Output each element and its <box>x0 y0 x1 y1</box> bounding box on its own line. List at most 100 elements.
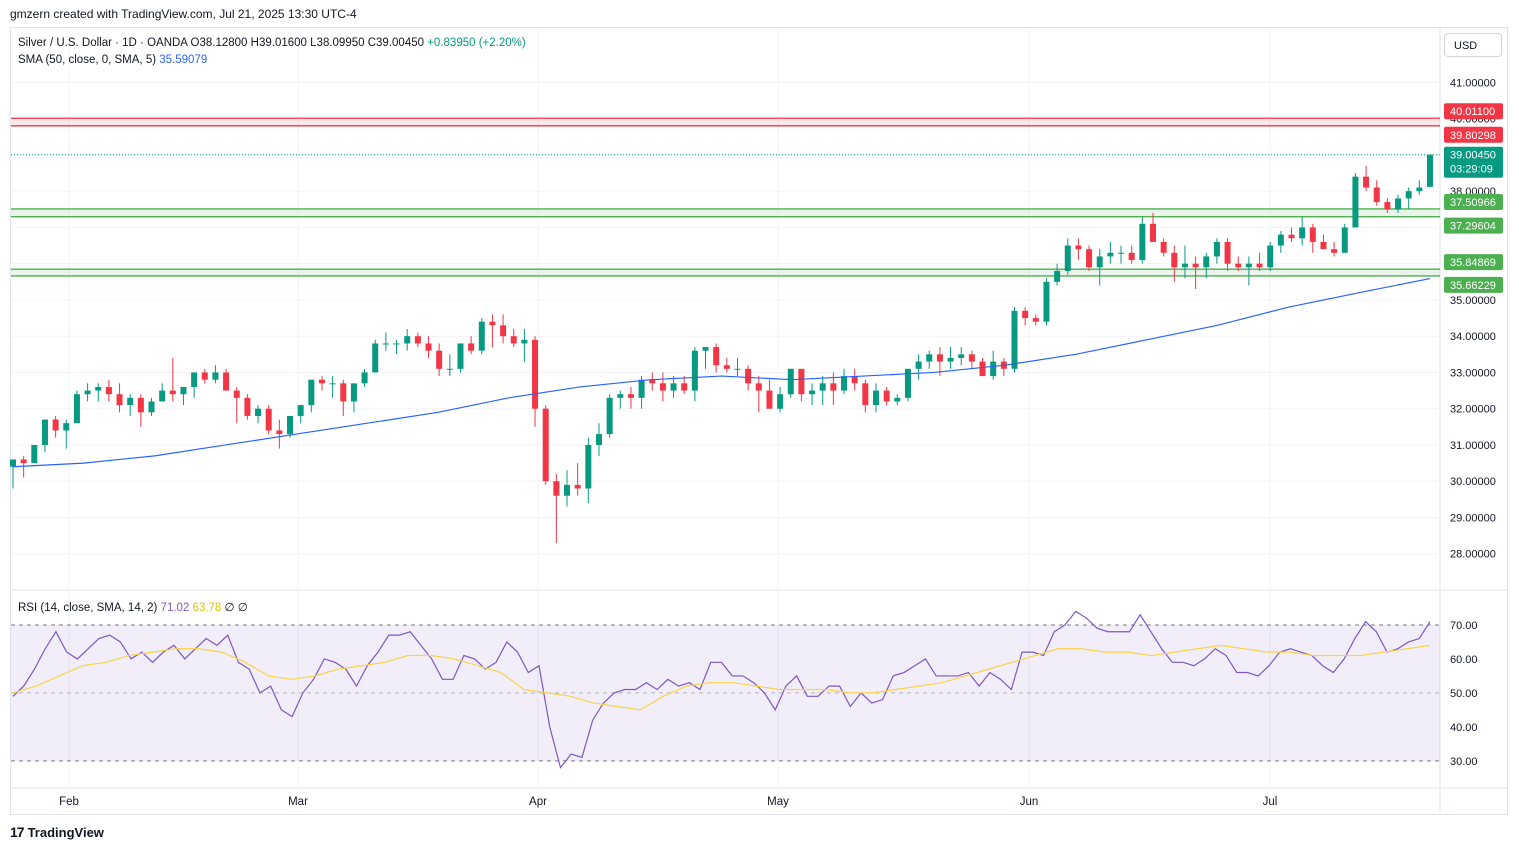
candle-body <box>1213 241 1220 257</box>
price-tick-label: 33.00000 <box>1450 367 1496 379</box>
sma-layer <box>12 277 1431 468</box>
candle-body <box>1096 256 1103 268</box>
zone-price-label: 37.50966 <box>1450 197 1496 209</box>
candle <box>1352 173 1359 228</box>
candle <box>233 386 240 424</box>
candle-body <box>1267 245 1274 268</box>
month-label: Jul <box>1263 796 1278 808</box>
candle <box>180 386 187 406</box>
rsi-indicator-label[interactable]: RSI (14, close, SMA, 14, 2) <box>18 602 158 614</box>
candle-body <box>500 325 507 337</box>
candle <box>201 368 208 384</box>
candle <box>1022 307 1029 326</box>
candle-body <box>1320 241 1327 250</box>
currency-button[interactable]: USD <box>1444 33 1502 57</box>
price-zone <box>11 269 1440 276</box>
candle-body <box>31 444 38 464</box>
candle-body <box>1224 241 1231 264</box>
candle-body <box>638 379 645 398</box>
candle <box>1384 198 1391 213</box>
candle-body <box>457 343 464 369</box>
candle <box>255 405 262 424</box>
candle-body <box>627 394 634 398</box>
price-tick-label: 31.00000 <box>1450 440 1496 452</box>
candle <box>1416 180 1423 195</box>
candle-body <box>52 419 59 431</box>
candle <box>276 419 283 449</box>
candle-body <box>297 405 304 416</box>
candle <box>10 459 16 489</box>
candle <box>340 379 347 416</box>
candle-body <box>713 347 720 366</box>
candle-body <box>276 430 283 435</box>
candle-body <box>1192 263 1199 268</box>
candle-body <box>915 361 922 369</box>
candle-body <box>223 372 230 391</box>
candle-body <box>1011 310 1018 369</box>
candle <box>169 357 176 402</box>
symbol-label[interactable]: Silver / U.S. Dollar · 1D · OANDA <box>18 37 188 49</box>
rsi-extra-values: ∅ ∅ <box>224 602 248 614</box>
candle <box>223 368 230 391</box>
candle-body <box>478 321 485 351</box>
ohlc-low: L38.09950 <box>310 37 365 49</box>
candle-body <box>73 394 80 424</box>
candle <box>1139 216 1146 264</box>
candle-body <box>766 390 773 409</box>
rsi-line <box>12 610 1431 769</box>
candle <box>723 357 730 373</box>
candle-body <box>670 383 677 391</box>
candle <box>755 376 762 413</box>
candle <box>489 314 496 348</box>
rsi-sma-line <box>12 644 1431 711</box>
candle <box>681 376 688 395</box>
rsi-tick-label: 40.00 <box>1450 722 1478 734</box>
candle-body <box>755 383 762 391</box>
candle <box>382 332 389 351</box>
candle-body <box>1416 187 1423 192</box>
candle-body <box>1128 252 1135 261</box>
candle-body <box>819 383 826 391</box>
candle <box>734 357 741 377</box>
candle <box>265 405 272 435</box>
candle-body <box>649 379 656 384</box>
candle <box>1245 256 1252 286</box>
price-tick-label: 34.00000 <box>1450 331 1496 343</box>
candle <box>446 354 453 377</box>
candle <box>1203 252 1210 279</box>
candle <box>159 383 166 402</box>
rsi-tick-label: 50.00 <box>1450 688 1478 700</box>
candle-body <box>595 434 602 445</box>
candle-body <box>1373 187 1380 203</box>
candle <box>500 314 507 344</box>
sma-indicator-label[interactable]: SMA (50, close, 0, SMA, 5) <box>18 54 157 66</box>
candle <box>702 347 709 369</box>
candle-body <box>1107 252 1114 257</box>
candle <box>1192 256 1199 290</box>
price-tick-label: 32.00000 <box>1450 404 1496 416</box>
candle <box>659 372 666 402</box>
candle <box>713 343 720 373</box>
price-tick-label: 29.00000 <box>1450 512 1496 524</box>
tradingview-brand: TradingView <box>27 824 104 840</box>
candle <box>542 405 549 485</box>
candle-body <box>414 336 421 344</box>
candle <box>1224 238 1231 271</box>
candle-body <box>1395 198 1402 210</box>
candle-body <box>617 394 624 398</box>
rsi-value: 71.02 <box>160 602 190 614</box>
candle-body <box>510 336 517 344</box>
candle-body <box>702 347 709 351</box>
candle <box>478 318 485 355</box>
candle-body <box>734 368 741 370</box>
candle <box>212 365 219 384</box>
chart-frame[interactable] <box>10 27 1508 815</box>
candle <box>404 328 411 351</box>
candle <box>787 368 794 398</box>
candle-body <box>148 401 155 413</box>
candle <box>1181 245 1188 279</box>
candle-body <box>564 484 571 496</box>
candle-body <box>233 390 240 398</box>
ohlc-close: C39.00450 <box>367 37 425 49</box>
